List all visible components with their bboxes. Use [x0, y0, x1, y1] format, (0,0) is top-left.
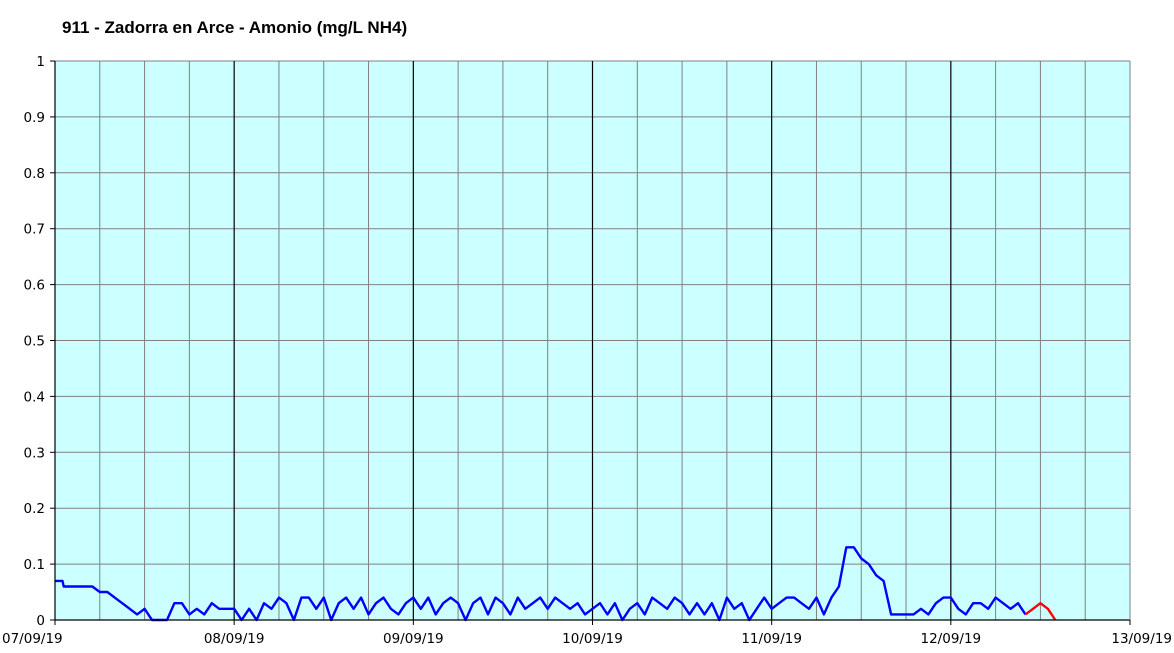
- x-tick-label: 09/09/19: [383, 631, 444, 647]
- x-tick-label: 10/09/19: [562, 631, 623, 647]
- x-tick-label: 07/09/19: [2, 631, 63, 647]
- x-tick-labels: 07/09/19 08/09/19 09/09/19 10/09/19 11/09/19…: [2, 631, 1172, 647]
- x-tick-label: 12/09/19: [921, 631, 982, 647]
- x-tick-label: 08/09/19: [204, 631, 265, 647]
- y-tick-label: 0.7: [24, 222, 45, 238]
- y-tick-label: 0.6: [24, 278, 45, 294]
- y-tick-label: 0: [36, 613, 45, 629]
- y-tick-label: 0.4: [24, 389, 45, 405]
- x-tick-label: 13/09/19: [1111, 631, 1172, 647]
- y-tick-label: 1: [36, 54, 45, 70]
- y-tick-label: 0.3: [24, 445, 45, 461]
- y-tick-label: 0.2: [24, 501, 45, 517]
- y-tick-labels: 0 0.1 0.2 0.3 0.4 0.5 0.6 0.7 0.8 0.9 1: [24, 54, 45, 629]
- y-tick-label: 0.1: [24, 557, 45, 573]
- y-tick-label: 0.5: [24, 334, 45, 350]
- x-tick-label: 11/09/19: [741, 631, 802, 647]
- y-tick-label: 0.9: [24, 110, 45, 126]
- y-tick-label: 0.8: [24, 166, 45, 182]
